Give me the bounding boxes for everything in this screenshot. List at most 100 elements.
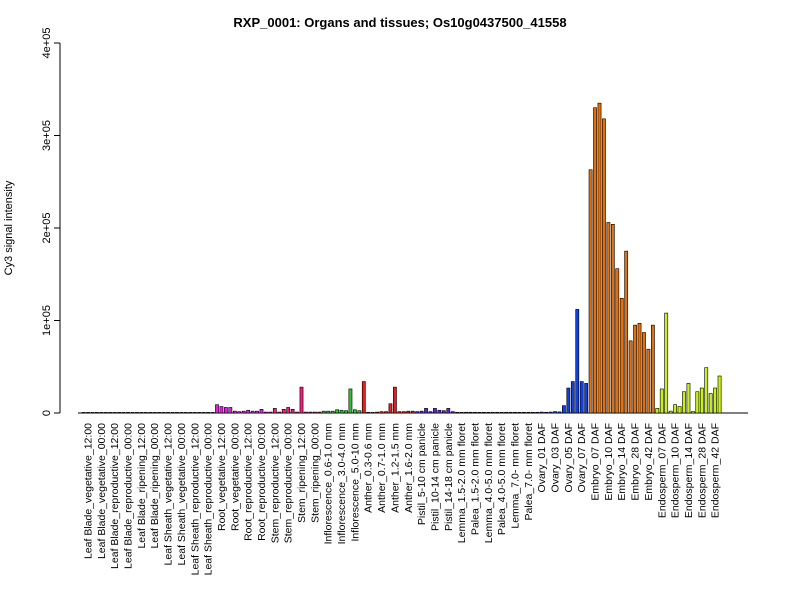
bar: [646, 348, 651, 414]
bar: [708, 393, 713, 414]
bar: [90, 412, 95, 414]
bar: [139, 412, 144, 414]
bar: [228, 407, 233, 414]
bar: [575, 309, 580, 414]
category-label: Leaf Sheath_reproductive_12:00: [189, 423, 201, 576]
bar: [459, 411, 464, 414]
y-axis-label: Cy3 signal intensity: [3, 180, 15, 275]
category-label: Ovary_05 DAF: [563, 423, 575, 492]
bar: [81, 412, 86, 414]
bar: [170, 412, 175, 414]
bar: [490, 411, 495, 414]
bar: [335, 409, 339, 414]
bar: [348, 388, 353, 414]
bar: [264, 411, 268, 414]
bar: [192, 412, 197, 414]
bar: [299, 386, 304, 414]
bar: [179, 412, 184, 414]
bar: [548, 411, 553, 414]
bar: [397, 411, 402, 414]
category-label: Leaf Sheath_reproductive_00:00: [203, 423, 215, 576]
chart-title: RXP_0001: Organs and tissues; Os10g04375…: [233, 15, 566, 30]
category-label: Inflorescence_3.0-4.0 mm: [336, 423, 348, 545]
bar: [624, 250, 629, 414]
bar: [232, 410, 237, 414]
bar: [330, 410, 335, 414]
bar: [352, 409, 357, 414]
bar: [468, 411, 473, 414]
bar: [268, 411, 273, 414]
category-label: Palea_4.0-5.0 mm floret: [496, 423, 508, 535]
bar: [201, 412, 206, 414]
y-tick-label: 2e+05: [41, 213, 53, 244]
bar: [86, 412, 90, 414]
category-label: Embryo_10 DAF: [603, 423, 615, 501]
bar: [668, 410, 673, 414]
bar: [495, 411, 500, 414]
bar: [148, 412, 153, 414]
bar: [317, 411, 322, 414]
category-label: Inflorescence_5.0-10 mm: [349, 423, 361, 542]
bar: [664, 312, 669, 414]
bar: [544, 411, 548, 414]
bar: [361, 381, 366, 414]
bar: [197, 412, 202, 414]
bar: [95, 412, 99, 414]
bar: [384, 411, 388, 414]
bar: [504, 411, 508, 414]
bar: [108, 412, 113, 414]
bar: [682, 391, 686, 414]
bar: [588, 169, 593, 414]
bar: [717, 375, 722, 414]
bar: [103, 412, 108, 414]
bar: [112, 412, 117, 414]
bar: [695, 391, 700, 414]
bar: [290, 408, 295, 414]
category-label: Ovary_03 DAF: [550, 423, 562, 492]
bar: [677, 406, 682, 414]
bar: [597, 102, 602, 414]
category-label: Lemma_7.0- mm floret: [509, 423, 521, 529]
category-label: Root_reproductive_00:00: [256, 423, 268, 541]
bar: [508, 411, 513, 414]
category-label: Embryo_42 DAF: [643, 423, 655, 501]
bar: [584, 383, 589, 414]
bar: [410, 410, 415, 414]
bar: [535, 411, 540, 414]
bar: [117, 412, 122, 414]
bar: [579, 381, 584, 414]
bar: [130, 412, 135, 414]
bar: [602, 118, 606, 414]
bar: [522, 411, 526, 414]
bar: [619, 297, 624, 414]
bar: [566, 387, 571, 414]
category-label: Stem_reproductive_00:00: [283, 423, 295, 543]
category-label: Root_vegetative_12:00: [216, 423, 228, 531]
bar: [161, 412, 166, 414]
category-label: Lemma_4.0-5.0 mm floret: [483, 423, 495, 543]
bar-series: [81, 102, 722, 414]
category-label: Pistil_10-14 cm panicle: [429, 423, 441, 531]
bar: [593, 107, 597, 414]
bar: [633, 324, 637, 414]
bar: [304, 411, 308, 414]
bar: [281, 408, 286, 414]
bar: [295, 411, 299, 414]
category-label: Endosperm_10 DAF: [670, 423, 682, 518]
category-label: Pistil_5-10 cm panicle: [416, 423, 428, 525]
bar: [686, 383, 691, 414]
category-label: Embryo_28 DAF: [630, 423, 642, 501]
category-label: Leaf Blade_vegetative_12:00: [83, 423, 95, 559]
category-label: Endosperm_14 DAF: [683, 423, 695, 518]
bar: [673, 404, 677, 414]
category-label: Palea_7.0- mm floret: [523, 423, 535, 521]
category-label: Leaf Blade_reproductive_00:00: [123, 423, 135, 569]
bar: [713, 387, 717, 414]
y-tick-label: 4e+05: [41, 28, 53, 59]
bar: [166, 412, 170, 414]
bar: [553, 411, 557, 414]
bar: [259, 408, 264, 414]
bar: [557, 411, 562, 414]
category-label: Palea_1.5-2.0 mm floret: [469, 423, 481, 535]
bar: [450, 411, 455, 414]
